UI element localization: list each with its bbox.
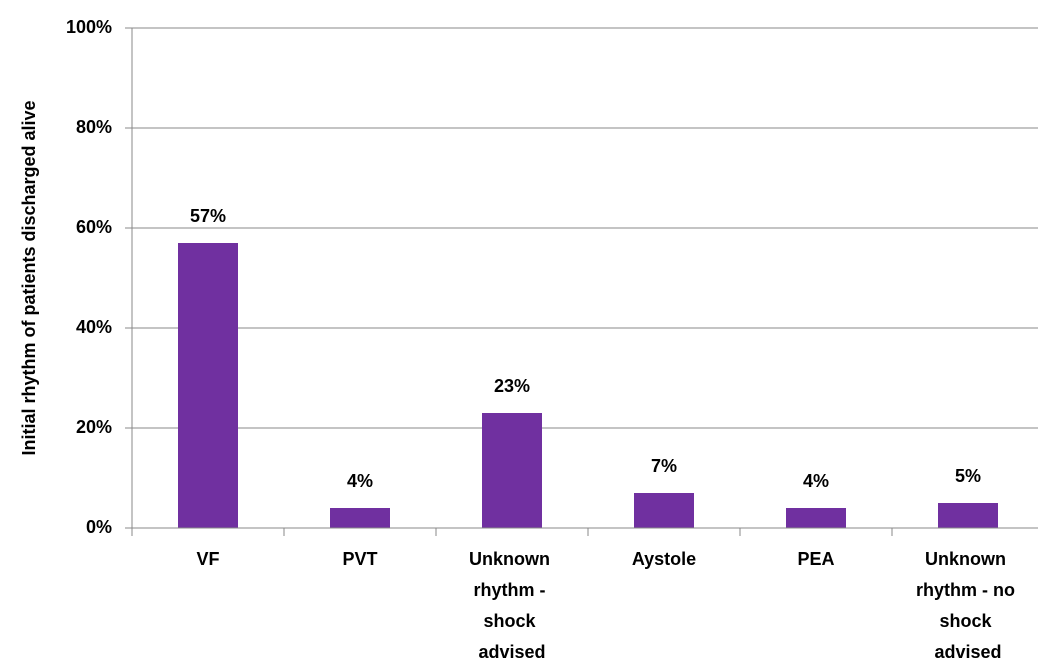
- bar: [330, 508, 390, 528]
- x-tick-label: PEA: [797, 549, 834, 569]
- bar: [786, 508, 846, 528]
- y-tick-label: 20%: [76, 417, 112, 437]
- y-tick-label: 0%: [86, 517, 112, 537]
- x-tick-label: Aystole: [632, 549, 696, 569]
- bar: [634, 493, 694, 528]
- y-tick-label: 80%: [76, 117, 112, 137]
- y-axis-title: Initial rhythm of patients discharged al…: [19, 100, 39, 455]
- bar: [482, 413, 542, 528]
- y-tick-label: 60%: [76, 217, 112, 237]
- y-tick-label: 40%: [76, 317, 112, 337]
- data-label: 57%: [190, 206, 226, 226]
- data-label: 4%: [347, 471, 373, 491]
- data-label: 4%: [803, 471, 829, 491]
- x-tick-label: PVT: [342, 549, 377, 569]
- data-label: 7%: [651, 456, 677, 476]
- x-tick-label: Unknown rhythm - no shock advised: [916, 549, 1020, 662]
- data-label: 23%: [494, 376, 530, 396]
- data-label: 5%: [955, 466, 981, 486]
- x-tick-label: Unknown rhythm - shock advised: [469, 549, 555, 662]
- y-tick-label: 100%: [66, 17, 112, 37]
- bar: [178, 243, 238, 528]
- bar: [938, 503, 998, 528]
- x-tick-label: VF: [196, 549, 219, 569]
